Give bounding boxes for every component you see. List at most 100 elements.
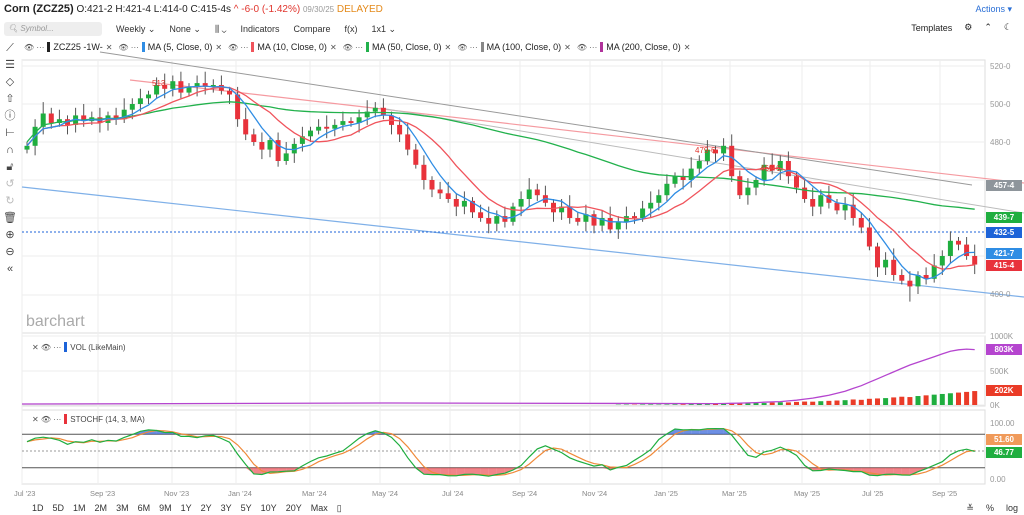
range-3m[interactable]: 3M <box>116 503 129 513</box>
close-icon[interactable]: ✕ <box>564 42 571 52</box>
magnet-icon[interactable]: ∩ <box>6 144 14 156</box>
redo-icon[interactable]: ↻ <box>5 195 15 207</box>
candle <box>332 124 338 129</box>
stoch-d-badge: 51.60 <box>986 434 1022 445</box>
range-1m[interactable]: 1M <box>73 503 86 513</box>
volume-bar <box>648 404 654 405</box>
oversold-fill <box>496 467 505 475</box>
color-swatch <box>480 42 484 52</box>
collapse-toolbar-icon[interactable]: « <box>6 263 14 275</box>
none-select[interactable]: None ⌄ <box>169 23 201 34</box>
arrow-tool-icon[interactable]: ⇧ <box>5 93 15 105</box>
candle <box>551 202 556 213</box>
legend-item[interactable]: 👁︎ ··· MA (10, Close, 0) ✕ <box>228 42 337 52</box>
indicator-legend: 👁︎ ··· ZCZ25 -1W- ✕ 👁︎ ··· MA (5, Close, 0) ✕… <box>24 42 690 52</box>
log-toggle[interactable]: log <box>1005 503 1018 513</box>
trash-icon[interactable]: 🗑︎ <box>3 212 17 224</box>
close-icon[interactable]: ✕ <box>215 42 223 52</box>
gear-icon[interactable]: ⚙ <box>964 22 973 32</box>
legend-item[interactable]: 👁︎ ··· MA (50, Close, 0) ✕ <box>342 42 452 52</box>
fx-button[interactable]: f(x) <box>344 24 358 34</box>
close-icon[interactable]: ✕ <box>683 42 691 52</box>
range-5d[interactable]: 5D <box>52 503 65 513</box>
candle <box>137 98 143 104</box>
candle <box>445 193 451 199</box>
close-icon[interactable]: ✕ <box>105 42 113 52</box>
close-value: C:415-4s <box>190 4 232 15</box>
candle <box>964 244 970 256</box>
layout-select[interactable]: 1x1 ⌄ <box>371 23 397 34</box>
measure-tool-icon[interactable]: ⊢ <box>5 127 15 139</box>
candle <box>664 183 670 196</box>
close-icon[interactable]: ✕ 👁︎ ··· <box>32 342 62 352</box>
stoch-tick: 0.00 <box>990 475 1006 484</box>
compare-button[interactable]: Compare <box>293 24 331 34</box>
eye-icon[interactable]: 👁︎ ··· <box>342 42 364 52</box>
range-10y[interactable]: 10Y <box>260 503 277 513</box>
range-3y[interactable]: 3Y <box>220 503 232 513</box>
eye-icon[interactable]: 👁︎ ··· <box>576 42 598 52</box>
candle <box>470 200 475 213</box>
candle <box>850 204 856 218</box>
moon-icon[interactable]: ☾ <box>1003 22 1012 32</box>
date-tick: Sep '23 <box>90 489 116 498</box>
oversold-fill <box>901 467 910 476</box>
range-2m[interactable]: 2M <box>94 503 108 513</box>
lock-icon[interactable]: 🔓︎ <box>6 161 14 173</box>
range-5y[interactable]: 5Y <box>240 503 252 513</box>
range-2y[interactable]: 2Y <box>200 503 212 513</box>
undo-icon[interactable]: ↺ <box>5 178 15 190</box>
hline-badge: 432-5 <box>986 227 1022 238</box>
fib-tool-icon[interactable]: ☰ <box>5 59 15 71</box>
date-tick: Sep '25 <box>932 489 958 498</box>
range-9m[interactable]: 9M <box>159 503 172 513</box>
line-tool-icon[interactable]: ⟋ <box>6 42 14 54</box>
candle <box>259 142 265 150</box>
expand-icon[interactable]: ≚ <box>966 503 974 513</box>
volume-label: VOL (LikeMain) <box>70 342 126 352</box>
symbol-search-input[interactable]: 🔍︎ Symbol... <box>4 22 102 36</box>
legend-item[interactable]: 👁︎ ··· MA (100, Close, 0) ✕ <box>457 42 571 52</box>
candle <box>283 153 289 161</box>
legend-item[interactable]: 👁︎ ··· MA (5, Close, 0) ✕ <box>118 42 222 52</box>
collapse-icon[interactable]: ⌃ <box>984 22 992 32</box>
candle <box>956 240 961 245</box>
volume-bar <box>737 403 743 405</box>
candle <box>518 199 524 207</box>
indicators-button[interactable]: Indicators <box>240 24 280 34</box>
interval-select[interactable]: Weekly ⌄ <box>116 23 156 34</box>
range-max[interactable]: Max <box>310 503 328 513</box>
volume-bar <box>769 402 775 405</box>
eye-icon[interactable]: 👁︎ ··· <box>24 42 45 52</box>
actions-menu[interactable]: Actions ▾ <box>975 4 1012 14</box>
close-icon[interactable]: ✕ <box>329 42 337 52</box>
scale-options: ≚ % log <box>966 503 1018 514</box>
close-icon[interactable]: ✕ <box>444 42 452 52</box>
legend-item[interactable]: 👁︎ ··· ZCZ25 -1W- ✕ <box>24 42 112 52</box>
range-1y[interactable]: 1Y <box>180 503 192 513</box>
range-1d[interactable]: 1D <box>32 503 44 513</box>
eye-icon[interactable]: 👁︎ ··· <box>457 42 478 52</box>
volume-bar <box>907 397 913 405</box>
range-20y[interactable]: 20Y <box>285 503 302 513</box>
zoom-out-icon[interactable]: ⊖ <box>5 246 15 258</box>
volume-bar <box>704 404 710 405</box>
close-icon[interactable]: ✕ 👁︎ ··· <box>32 414 62 424</box>
percent-toggle[interactable]: % <box>985 503 994 513</box>
eye-icon[interactable]: 👁︎ ··· <box>118 42 139 52</box>
shape-tool-icon[interactable]: ◇ <box>5 76 15 88</box>
calendar-icon[interactable]: ▯ <box>336 503 342 513</box>
zoom-in-icon[interactable]: ⊕ <box>5 229 15 241</box>
templates-button[interactable]: Templates <box>911 22 953 33</box>
oversold-fill <box>456 467 465 476</box>
candle <box>615 221 621 230</box>
legend-item[interactable]: 👁︎ ··· MA (200, Close, 0) ✕ <box>576 42 691 52</box>
volume-bar <box>785 402 791 405</box>
volume-bar <box>688 404 694 405</box>
chart-type-select[interactable]: ⫼ ⌄ <box>215 24 227 35</box>
range-6m[interactable]: 6M <box>137 503 151 513</box>
info-tool-icon[interactable]: ⓘ <box>4 110 16 122</box>
volume-bar <box>794 401 799 405</box>
eye-icon[interactable]: 👁︎ ··· <box>228 42 249 52</box>
